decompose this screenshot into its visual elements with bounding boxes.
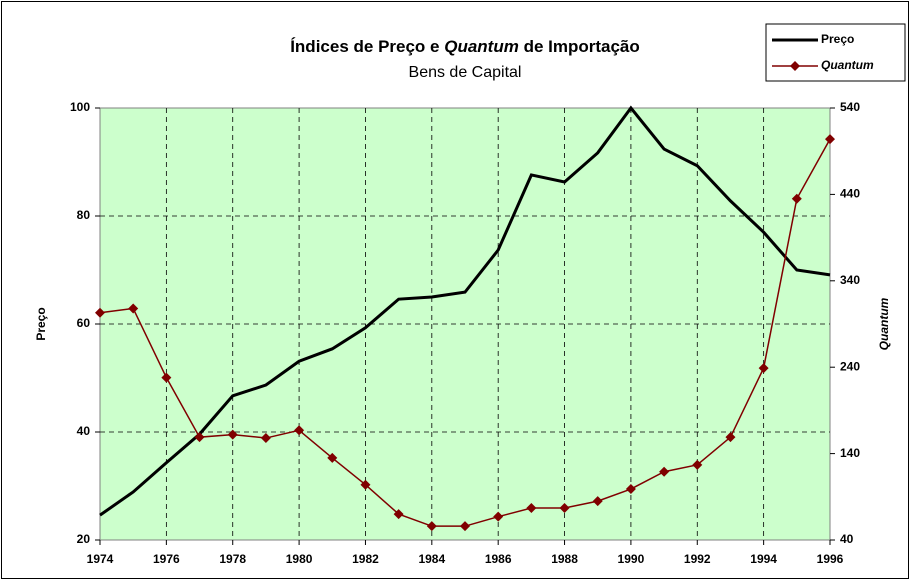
x-tick-label: 1976 <box>153 552 180 566</box>
data-point <box>825 134 835 145</box>
legend-label: Quantum <box>821 58 874 72</box>
data-point <box>592 496 603 507</box>
data-point <box>791 193 802 204</box>
y2-tick-label: 340 <box>840 273 860 287</box>
x-tick-label: 1996 <box>817 552 844 566</box>
data-point <box>559 503 570 514</box>
chart-title: Índices de Preço e Quantum de Importação <box>290 37 640 56</box>
y2-tick-label: 440 <box>840 187 860 201</box>
data-point <box>327 452 338 463</box>
y-tick-label: 60 <box>77 316 91 330</box>
data-point <box>659 466 670 477</box>
y2-tick-label: 140 <box>840 446 860 460</box>
data-point <box>294 425 305 436</box>
y2-tick-label: 40 <box>840 532 854 546</box>
data-point <box>393 509 404 520</box>
x-tick-label: 1986 <box>485 552 512 566</box>
data-point <box>161 372 172 383</box>
x-tick-label: 1992 <box>684 552 711 566</box>
chart-subtitle: Bens de Capital <box>409 64 522 81</box>
y2-tick-label: 240 <box>840 359 860 373</box>
title-part: Quantum <box>444 37 519 56</box>
x-tick-label: 1988 <box>551 552 578 566</box>
y-tick-label: 100 <box>70 100 90 114</box>
data-point <box>360 479 371 490</box>
legend-box <box>765 23 906 82</box>
data-point <box>128 303 139 314</box>
legend-marker <box>790 61 800 71</box>
data-point <box>625 484 636 495</box>
data-point <box>493 511 504 522</box>
y-axis-label: Preço <box>34 307 48 340</box>
data-point <box>758 363 769 374</box>
x-tick-label: 1982 <box>352 552 379 566</box>
y-tick-label: 40 <box>77 424 91 438</box>
data-point <box>526 503 537 514</box>
x-tick-label: 1994 <box>750 552 777 566</box>
data-point <box>227 429 238 440</box>
y2-axis-label: Quantum <box>877 297 891 350</box>
x-tick-label: 1974 <box>87 552 114 566</box>
x-tick-label: 1984 <box>418 552 445 566</box>
data-point <box>460 521 470 532</box>
data-point <box>426 521 437 532</box>
data-point <box>692 459 703 470</box>
title-part: de Importação <box>524 37 640 56</box>
x-tick-label: 1990 <box>618 552 645 566</box>
data-point <box>95 307 105 318</box>
legend-label: Preço <box>821 32 854 46</box>
y2-tick-label: 540 <box>840 100 860 114</box>
data-point <box>260 433 271 444</box>
series-line <box>99 105 831 517</box>
data-point <box>194 432 205 443</box>
x-tick-label: 1980 <box>286 552 313 566</box>
title-part: Índices de Preço e <box>290 37 439 56</box>
x-tick-label: 1978 <box>219 552 246 566</box>
y-tick-label: 20 <box>77 532 91 546</box>
data-point <box>725 432 736 443</box>
y-tick-label: 80 <box>77 208 91 222</box>
